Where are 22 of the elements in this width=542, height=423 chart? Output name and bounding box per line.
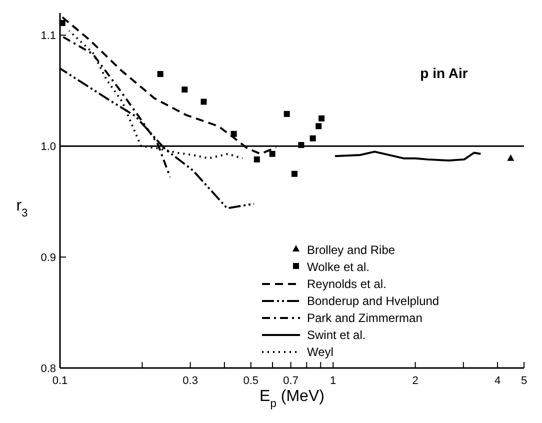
legend-label: Swint et al.: [307, 328, 366, 342]
x-tick-label: 2: [412, 375, 418, 387]
x-tick-label: 0.3: [182, 375, 198, 387]
x-tick-label: 0.7: [283, 375, 298, 387]
legend-label: Weyl: [307, 345, 334, 359]
x-tick-label: 4: [494, 375, 501, 387]
x-tick-label: 5: [520, 375, 528, 387]
y-tick-label: 1.1: [40, 30, 56, 42]
x-axis-title: E$_{p}$ (MeV): [260, 388, 324, 410]
y-tick-label: 1.0: [40, 141, 56, 154]
y-tick-label: 0.8: [40, 363, 56, 375]
legend-label: Reynolds et al.: [307, 277, 386, 291]
y-axis-title: r$_{3}$: [16, 198, 28, 220]
y-tick-label: 0.9: [40, 252, 56, 264]
x-tick-label: 1: [330, 375, 336, 387]
legend-label: Brolley and Ribe: [307, 243, 396, 257]
legend-label: Wolke et al.: [307, 260, 370, 274]
x-tick-label: 0.1: [52, 375, 68, 387]
legend-label: Bonderup and Hvelplund: [307, 294, 440, 308]
text: p in Air: [420, 65, 468, 81]
legend-label: Park and Zimmerman: [307, 311, 422, 325]
x-tick-label: 0.5: [243, 375, 259, 387]
